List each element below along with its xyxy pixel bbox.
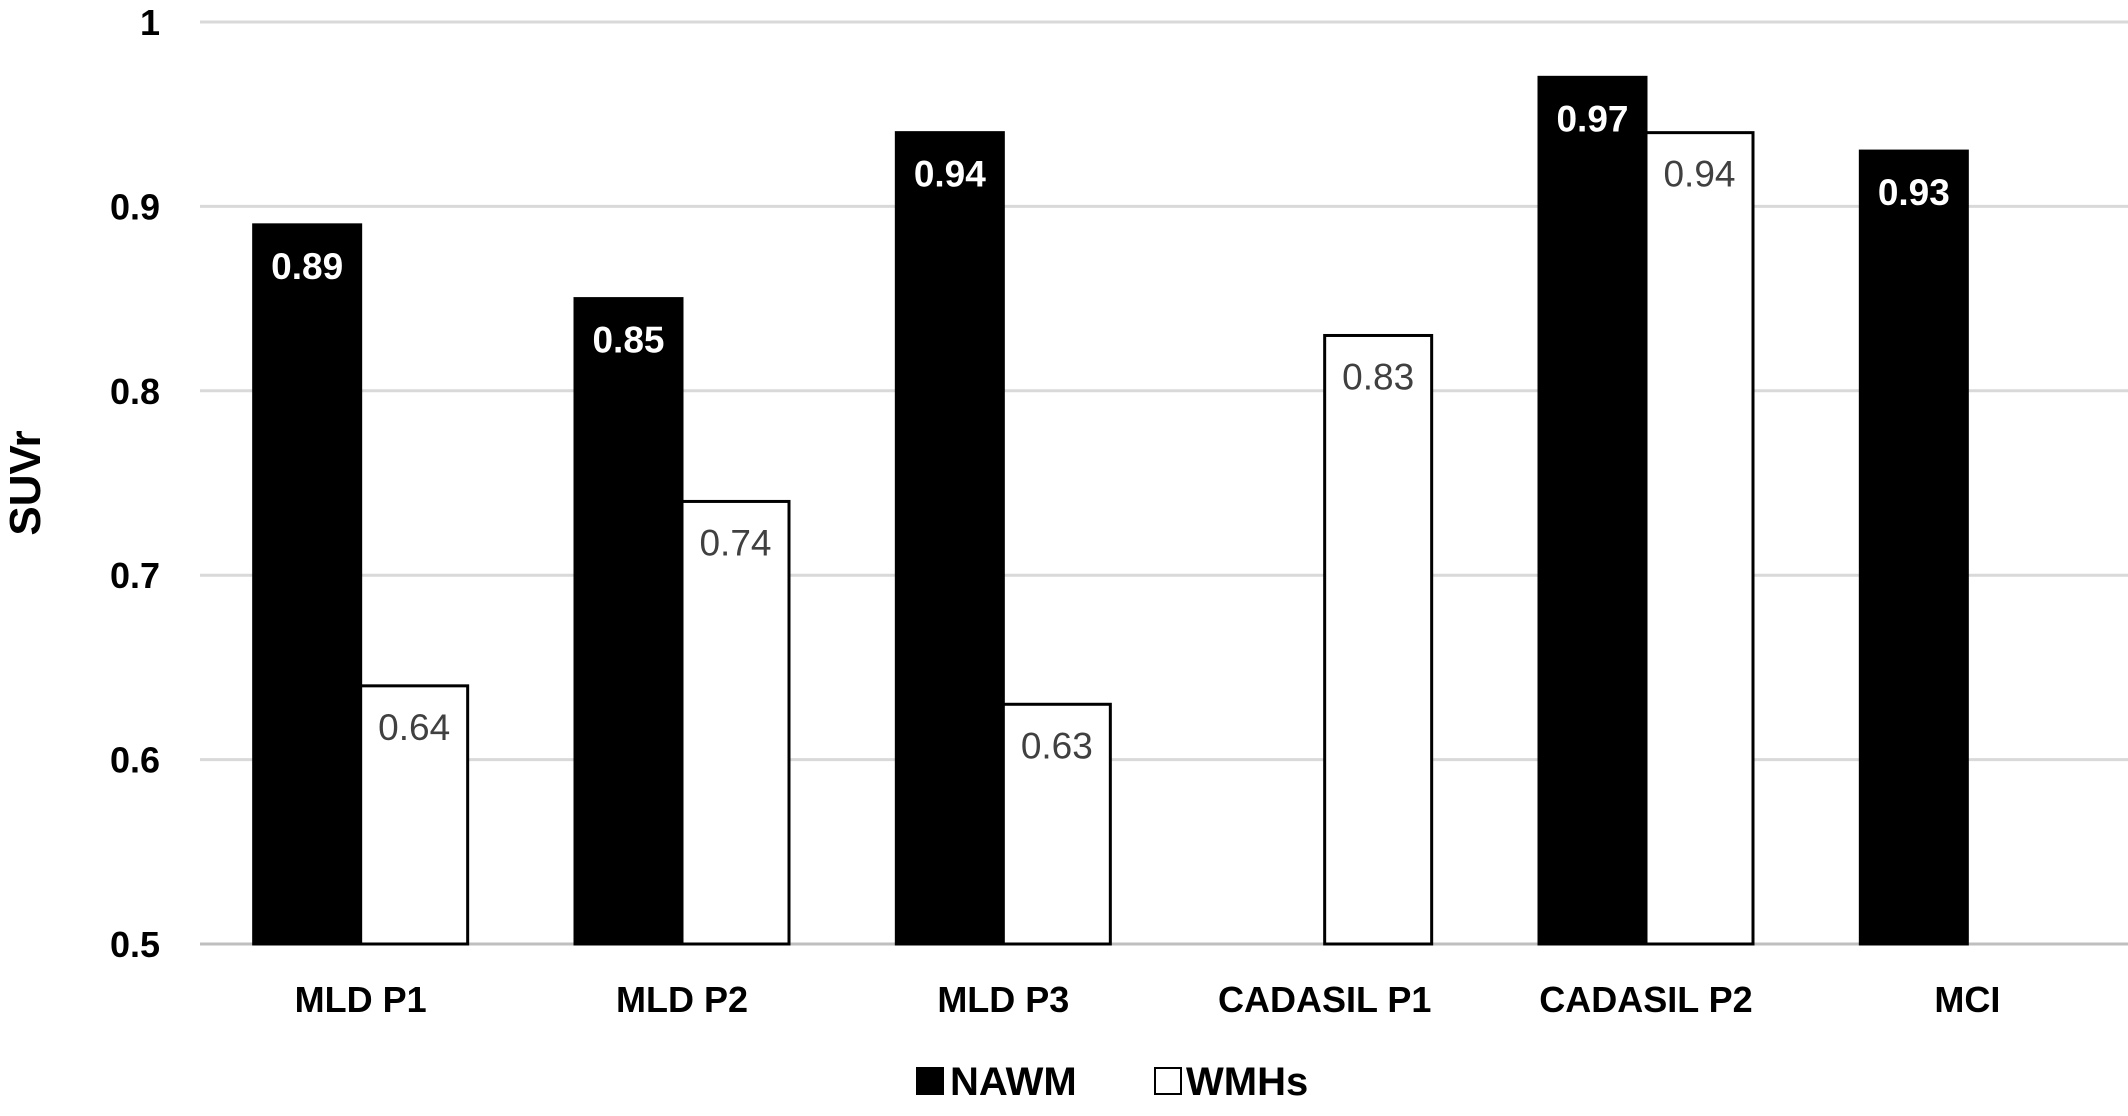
bar-wmhs-0 (359, 684, 470, 946)
bar-wmhs-2 (1001, 702, 1112, 946)
x-category-label: MLD P3 (937, 979, 1069, 1020)
data-label: 0.94 (914, 154, 986, 195)
y-tick-label: 0.7 (110, 555, 160, 596)
data-label: 0.74 (699, 522, 771, 563)
bar-wmhs-4 (1644, 131, 1755, 946)
legend: NAWM WMHs (916, 1060, 1308, 1104)
data-label: 0.83 (1342, 356, 1414, 397)
y-tick-label: 1 (140, 2, 160, 43)
bar-nawm-2 (894, 131, 1005, 946)
gridlines (200, 20, 2128, 946)
data-label: 0.63 (1021, 725, 1093, 766)
x-category-label: CADASIL P1 (1218, 979, 1431, 1020)
y-tick-label: 0.8 (110, 371, 160, 412)
bar-nawm-0 (252, 223, 363, 946)
x-category-label: CADASIL P2 (1539, 979, 1752, 1020)
data-label: 0.89 (271, 246, 343, 287)
bars: 0.89 0.64 0.85 0.74 0.94 0.63 0.83 0.97 0.94 0.93 (252, 75, 1969, 946)
legend-swatch-nawm (916, 1067, 944, 1095)
y-tick-label: 0.5 (110, 924, 160, 965)
data-label: 0.93 (1878, 172, 1950, 213)
data-label: 0.85 (592, 320, 664, 361)
bar-nawm-4 (1537, 75, 1648, 946)
bar-wmhs-1 (680, 499, 791, 946)
bar-wmhs-3 (1323, 333, 1434, 946)
data-label: 0.97 (1556, 98, 1628, 139)
legend-label-wmhs: WMHs (1186, 1060, 1308, 1104)
legend-swatch-wmhs (1154, 1067, 1182, 1095)
data-label: 0.64 (378, 707, 450, 748)
bar-nawm-5 (1858, 149, 1969, 946)
y-axis-ticks: 0.5 0.6 0.7 0.8 0.9 1 (110, 2, 160, 965)
x-category-label: MCI (1934, 979, 2000, 1020)
data-label: 0.94 (1663, 154, 1735, 195)
y-tick-label: 0.6 (110, 740, 160, 781)
legend-label-nawm: NAWM (950, 1060, 1077, 1104)
x-category-label: MLD P1 (295, 979, 427, 1020)
x-axis-categories: MLD P1 MLD P2 MLD P3 CADASIL P1 CADASIL P2 MC… (295, 979, 2001, 1020)
y-tick-label: 0.9 (110, 186, 160, 227)
bar-nawm-1 (573, 297, 684, 946)
y-axis-label: SUVr (1, 430, 50, 535)
x-category-label: MLD P2 (616, 979, 748, 1020)
